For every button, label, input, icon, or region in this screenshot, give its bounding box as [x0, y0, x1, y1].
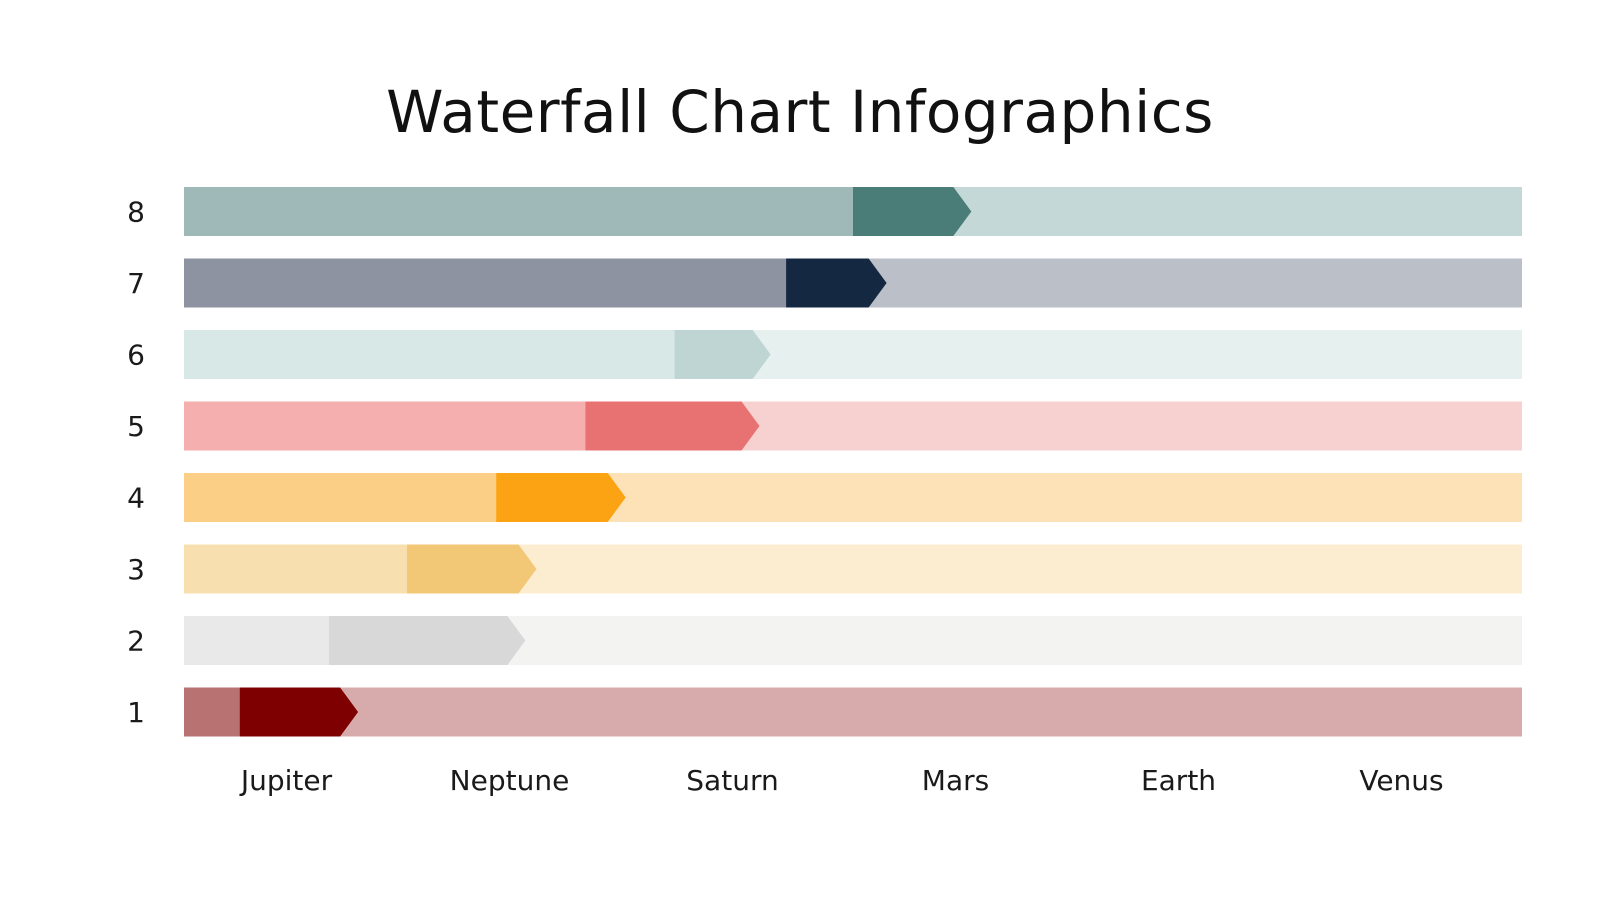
bar-base	[184, 401, 586, 451]
bar-step-arrow	[853, 187, 972, 236]
bar-step-arrow	[239, 687, 359, 737]
row-label: 3	[127, 553, 145, 586]
row-label: 6	[127, 339, 145, 372]
category-label: Saturn	[686, 764, 778, 797]
bar-row-1: 1	[127, 687, 1522, 737]
bar-base	[184, 187, 853, 236]
bar-step-arrow	[786, 258, 887, 308]
bar-row-6: 6	[127, 330, 1522, 379]
row-label: 8	[127, 196, 145, 229]
bar-step-arrow	[496, 473, 626, 522]
row-label: 5	[127, 410, 145, 443]
row-label: 4	[127, 482, 145, 515]
bar-base	[184, 258, 787, 308]
row-label: 2	[127, 625, 145, 658]
bar-step-arrow	[674, 330, 771, 379]
bar-step-arrow	[585, 401, 760, 451]
bar-track	[184, 687, 1522, 737]
bar-step-arrow	[328, 616, 526, 665]
category-label: Mars	[922, 764, 989, 797]
chart-title: Waterfall Chart Infographics	[386, 78, 1214, 146]
category-label: Neptune	[450, 764, 570, 797]
bar-base	[184, 687, 240, 737]
bar-base	[184, 473, 497, 522]
bar-base	[184, 544, 407, 594]
category-label: Jupiter	[239, 764, 333, 797]
row-label: 1	[127, 696, 145, 729]
bar-row-2: 2	[127, 616, 1522, 665]
bar-base	[184, 616, 329, 665]
row-label: 7	[127, 267, 145, 300]
bar-base	[184, 330, 675, 379]
bar-row-5: 5	[127, 401, 1522, 451]
bar-step-arrow	[407, 544, 537, 594]
category-label: Earth	[1141, 764, 1216, 797]
category-label: Venus	[1359, 764, 1443, 797]
bar-row-3: 3	[127, 544, 1522, 594]
bar-row-7: 7	[127, 258, 1522, 308]
bar-row-4: 4	[127, 473, 1522, 522]
bar-row-8: 8	[127, 187, 1522, 236]
